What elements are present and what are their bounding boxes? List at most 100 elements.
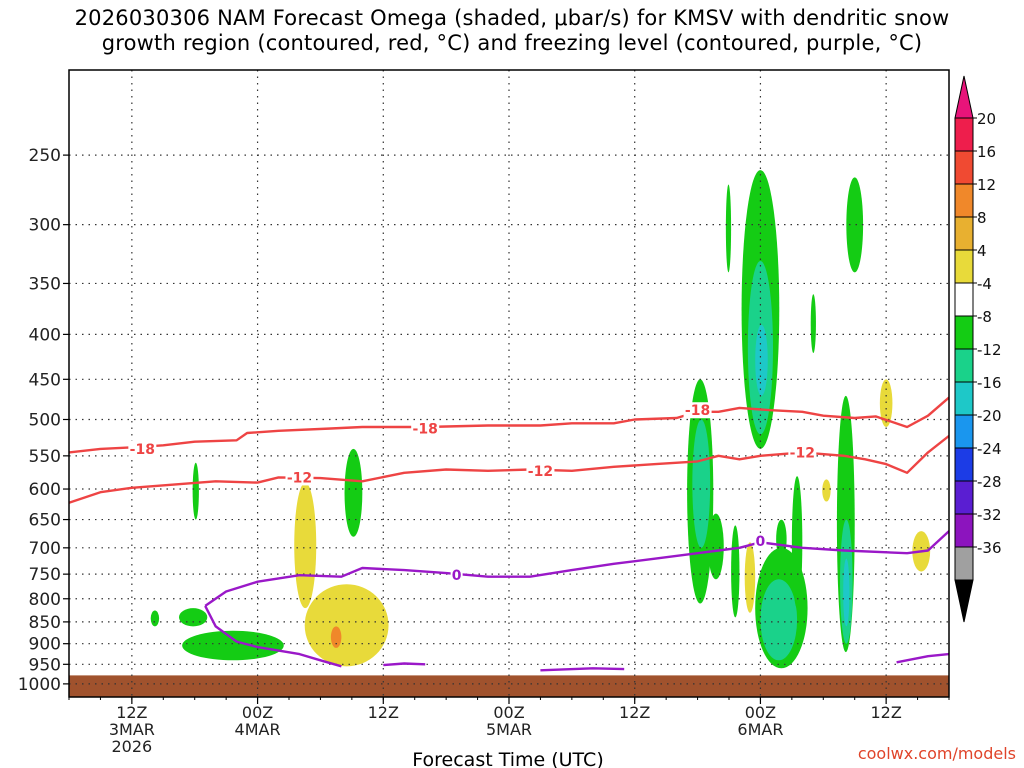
colorbar-swatch xyxy=(954,216,974,251)
contour-line xyxy=(204,605,342,668)
credit-text: coolwx.com/models xyxy=(857,744,1016,763)
colorbar-swatch xyxy=(954,315,974,350)
y-tick-label: 900 xyxy=(29,635,61,655)
contour-label: -18 xyxy=(130,442,155,458)
contour-label-bg xyxy=(128,440,157,457)
contour-label-bg xyxy=(788,444,817,461)
colorbar-top-arrow xyxy=(954,75,974,119)
grid-layer xyxy=(69,70,949,697)
x-tick-label: 00Z xyxy=(745,703,776,722)
omega-shade-region xyxy=(182,630,284,661)
chart-title: 2026030306 NAM Forecast Omega (shaded, μ… xyxy=(0,6,1024,56)
colorbar-label: -4 xyxy=(977,275,992,293)
contour-label: -18 xyxy=(685,403,710,419)
y-tick-label: 550 xyxy=(29,447,61,467)
contour-label-bg xyxy=(450,567,463,584)
colorbar-label: -8 xyxy=(977,308,992,326)
omega-shade-region xyxy=(760,579,798,661)
omega-shade-region xyxy=(192,462,199,520)
omega-shade-region xyxy=(330,626,342,648)
omega-shading-layer xyxy=(150,170,931,669)
colorbar-bottom-arrow xyxy=(954,579,974,623)
contour-label: -12 xyxy=(790,445,815,461)
x-tick-label: 4MAR xyxy=(235,720,281,739)
colorbar-swatch xyxy=(954,249,974,284)
contour-line xyxy=(69,396,949,454)
contour-label-bg xyxy=(754,533,767,550)
y-tick-label: 450 xyxy=(29,370,61,390)
y-tick-label: 950 xyxy=(29,655,61,675)
x-tick-label: 6MAR xyxy=(737,720,783,739)
colorbar-label: 4 xyxy=(977,242,987,260)
omega-shade-region xyxy=(731,525,740,618)
y-tick-label: 300 xyxy=(29,216,61,236)
colorbar-swatch xyxy=(954,546,974,581)
title-line-2: growth region (contoured, red, °C) and f… xyxy=(101,31,923,55)
colorbar-label: -12 xyxy=(977,341,1002,359)
colorbar-swatch xyxy=(954,150,974,185)
omega-shade-region xyxy=(843,558,850,627)
colorbar-swatch xyxy=(954,117,974,152)
colorbar-swatch xyxy=(954,282,974,317)
contour-line xyxy=(896,652,949,664)
colorbar-label: -28 xyxy=(977,473,1002,491)
contour-label-bg xyxy=(411,420,440,437)
y-tick-label: 700 xyxy=(29,539,61,559)
omega-shade-region xyxy=(776,519,787,559)
colorbar-label: 8 xyxy=(977,209,987,227)
y-tick-label: 800 xyxy=(29,590,61,610)
colorbar-label: -20 xyxy=(977,407,1002,425)
terrain-fill xyxy=(69,675,949,697)
x-tick-label: 12Z xyxy=(368,703,399,722)
omega-shade-region xyxy=(179,608,208,627)
x-tick-label: 00Z xyxy=(493,703,524,722)
contour-line xyxy=(69,434,949,504)
omega-shade-region xyxy=(810,294,816,353)
colorbar-swatch xyxy=(954,480,974,515)
omega-shade-region xyxy=(708,513,724,580)
colorbar-swatch xyxy=(954,381,974,416)
contour-line xyxy=(383,662,426,667)
colorbar-label: -16 xyxy=(977,374,1002,392)
omega-shade-region xyxy=(725,184,732,273)
x-tick-label: 2026 xyxy=(111,737,152,756)
colorbar-swatch xyxy=(954,183,974,218)
omega-shade-region xyxy=(846,177,864,273)
contour-line xyxy=(540,667,625,672)
x-tick-label: 12Z xyxy=(116,703,147,722)
omega-shade-region xyxy=(304,584,389,667)
colorbar-label: 16 xyxy=(977,143,996,161)
y-tick-label: 600 xyxy=(29,480,61,500)
colorbar-label: 20 xyxy=(977,110,996,128)
contour-label: 0 xyxy=(756,534,766,550)
contour-layer: -18 -18 -18 -12 -12 -12 0 0 xyxy=(69,396,949,672)
contour-label-bg xyxy=(526,462,555,479)
omega-shade-region xyxy=(822,479,831,502)
contour-label: 0 xyxy=(452,568,462,584)
y-tick-label: 650 xyxy=(29,511,61,531)
y-tick-label: 500 xyxy=(29,410,61,430)
omega-shade-region xyxy=(755,324,768,396)
colorbar-legend: 20 16 12 8 4 -4 -8 -12 -16 -20 -24 -28 -32 -36 xyxy=(954,75,1002,623)
y-tick-label: 750 xyxy=(29,565,61,585)
colorbar-swatch xyxy=(954,348,974,383)
y-tick-label: 1000 xyxy=(18,675,61,695)
omega-shade-region xyxy=(294,482,317,609)
terrain-layer xyxy=(69,675,949,697)
contour-label-bg xyxy=(285,469,314,486)
colorbar-label: -36 xyxy=(977,539,1002,557)
colorbar-swatch xyxy=(954,414,974,449)
colorbar-label: -32 xyxy=(977,506,1002,524)
contour-label: -12 xyxy=(528,464,553,480)
y-tick-label: 250 xyxy=(29,146,61,166)
colorbar-label: 12 xyxy=(977,176,996,194)
contour-label-bg xyxy=(683,402,712,419)
y-axis: 2503003504004505005506006507007508008509… xyxy=(18,146,69,695)
contour-line xyxy=(204,530,949,607)
contour-label: -18 xyxy=(413,422,438,438)
x-tick-label: 5MAR xyxy=(486,720,532,739)
x-axis-label: Forecast Time (UTC) xyxy=(412,749,603,768)
colorbar-swatch xyxy=(954,447,974,482)
